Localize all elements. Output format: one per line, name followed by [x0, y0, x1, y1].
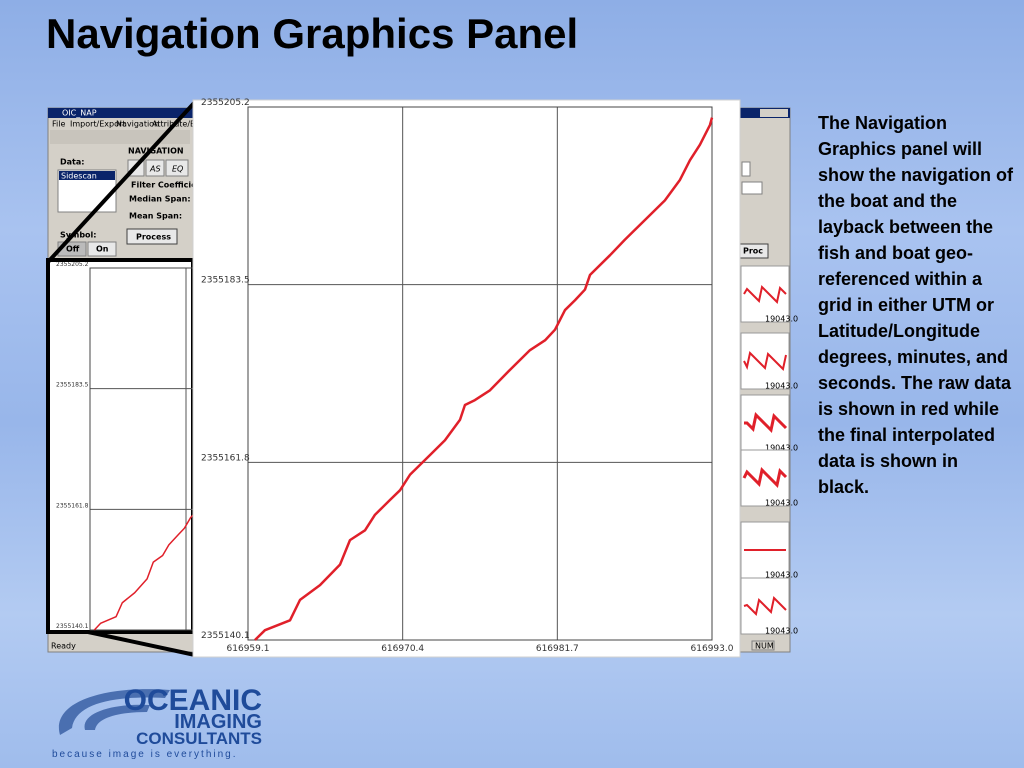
data-label: Data: — [60, 158, 84, 167]
logo-line: IMAGING — [174, 711, 262, 733]
y-tick-label: 2355183.5 — [201, 276, 250, 286]
zoom-line — [87, 630, 196, 657]
x-tick-label: 616993.0 — [691, 644, 734, 654]
slide-description: The Navigation Graphics panel will show … — [818, 113, 1014, 497]
zoom-line — [46, 100, 197, 264]
plot-area: 2355140.12355161.82355183.52355205.26169… — [56, 261, 193, 631]
y-tick-label: 2355205.2 — [56, 261, 89, 268]
logo-swoosh — [84, 704, 150, 730]
selected-item[interactable] — [59, 171, 115, 180]
x-tick-label: 616970.4 — [381, 644, 424, 654]
thumbnail-label: 19043.0 — [765, 315, 798, 324]
dropdown[interactable] — [741, 181, 763, 195]
data-item[interactable]: Sidescan — [61, 172, 97, 181]
thumbnail-trace — [744, 411, 788, 434]
tab[interactable] — [145, 159, 165, 177]
panel-background — [192, 99, 741, 658]
plot-frame — [247, 106, 713, 641]
thumbnail-label: 19043.0 — [765, 571, 798, 580]
thumbnail-trace — [743, 284, 787, 305]
on-label[interactable]: On — [96, 245, 109, 254]
thumbnail-label: 19043.0 — [765, 382, 798, 391]
status-text: Ready — [51, 642, 76, 651]
nav-label: NAVIGATION — [128, 147, 184, 156]
filter-label: Filter Coefficie — [131, 181, 197, 190]
slide-title: Navigation Graphics Panel — [46, 10, 579, 57]
symbol-label: Symbol: — [60, 231, 96, 240]
mean-label: Mean Span: — [129, 212, 182, 221]
tab-label[interactable]: EQ — [172, 165, 183, 174]
nav-track — [93, 513, 193, 631]
thumbnail-trace — [743, 350, 787, 372]
plot-frame — [89, 267, 193, 631]
x-tick-label: 616959.1 — [227, 644, 270, 654]
logo-line: CONSULTANTS — [136, 729, 262, 748]
y-tick-label: 2355161.8 — [201, 453, 250, 463]
logo-tagline: because image is everything. — [52, 749, 238, 760]
thumbnail-trace — [743, 595, 787, 617]
small-plot-frame — [46, 258, 195, 634]
nav-plot-panel: 2355140.1 2355161.8 2355183.5 2355205.2 6169… — [192, 98, 741, 658]
num-label: NUM — [755, 642, 774, 651]
menu-item[interactable]: Import/Export — [70, 120, 125, 129]
median-label: Median Span: — [129, 195, 191, 204]
window-title: OIC_NAP — [62, 109, 97, 118]
y-tick-label: 2355161.8 — [56, 502, 89, 509]
tab[interactable] — [165, 159, 189, 177]
off-label[interactable]: Off — [66, 245, 80, 254]
thumbnail-trace — [742, 466, 788, 489]
logo-swoosh — [58, 689, 170, 735]
y-tick-label: 2355140.1 — [56, 623, 89, 630]
y-tick-label: 2355140.1 — [201, 631, 250, 641]
y-tick-label: 2355183.5 — [56, 382, 89, 389]
window-controls[interactable] — [760, 109, 788, 117]
process-label[interactable]: Process — [136, 233, 171, 242]
thumbnail — [740, 449, 790, 507]
logo-line: OCEANIC — [124, 684, 262, 717]
control[interactable] — [741, 161, 751, 177]
menu-item[interactable]: Navigation — [116, 120, 159, 129]
process-button[interactable] — [126, 228, 178, 245]
on-button[interactable] — [87, 241, 117, 257]
proc-label[interactable]: Proc — [743, 247, 763, 256]
thumbnail-label: 19043.0 — [765, 444, 798, 453]
menu-item[interactable]: Attribute/Enviro — [152, 120, 215, 129]
tab-label[interactable]: AS — [149, 165, 161, 174]
nav-track — [254, 117, 714, 641]
thumbnail-label: 19043.0 — [765, 499, 798, 508]
logo: OCEANIC IMAGING CONSULTANTS because imag… — [52, 684, 262, 760]
y-tick-label: 2355205.2 — [201, 98, 250, 108]
thumbnail — [740, 265, 790, 323]
toolbar — [50, 130, 190, 144]
num-indicator — [751, 640, 775, 651]
thumbnail-label: 19043.0 — [765, 627, 798, 636]
thumbnails: 19043.0 19043.0 19043.0 19043.0 19043.0 19043… — [740, 265, 798, 636]
menu-item[interactable]: File — [52, 120, 65, 129]
x-tick-label: 616981.7 — [536, 644, 579, 654]
small-plot: 2355140.12355161.82355183.52355205.26169… — [46, 258, 195, 634]
